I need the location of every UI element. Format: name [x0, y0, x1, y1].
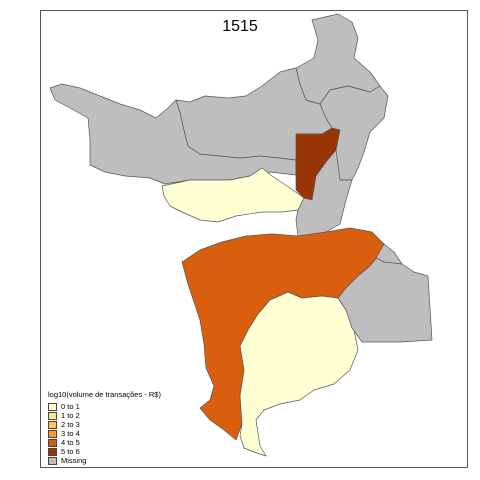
legend-item: 2 to 3 [48, 420, 161, 429]
legend-swatch [48, 429, 57, 438]
region-south-center [239, 291, 359, 457]
legend-title: log10(volume de transações - R$) [48, 390, 161, 399]
legend-label: 3 to 4 [61, 429, 80, 438]
legend-label: 5 to 6 [61, 447, 80, 456]
legend-swatch [48, 411, 57, 420]
legend-item: 3 to 4 [48, 429, 161, 438]
legend-item: 4 to 5 [48, 438, 161, 447]
legend-swatch [48, 447, 57, 456]
legend-swatch [48, 438, 57, 447]
map-title: 1515 [222, 18, 258, 35]
legend-swatch [48, 420, 57, 429]
legend-label: 1 to 2 [61, 411, 80, 420]
legend-label: Missing [61, 456, 87, 465]
legend-label: 0 to 1 [61, 402, 80, 411]
region-center-east [295, 149, 353, 237]
legend-label: 2 to 3 [61, 420, 80, 429]
region-far-east [375, 243, 403, 265]
legend-label: 4 to 5 [61, 438, 80, 447]
legend-item: Missing [48, 456, 161, 465]
region-strip-west [161, 167, 305, 223]
legend-swatch [48, 456, 57, 465]
legend-item: 5 to 6 [48, 447, 161, 456]
legend-item: 0 to 1 [48, 402, 161, 411]
legend-item: 1 to 2 [48, 411, 161, 420]
legend-swatch [48, 402, 57, 411]
